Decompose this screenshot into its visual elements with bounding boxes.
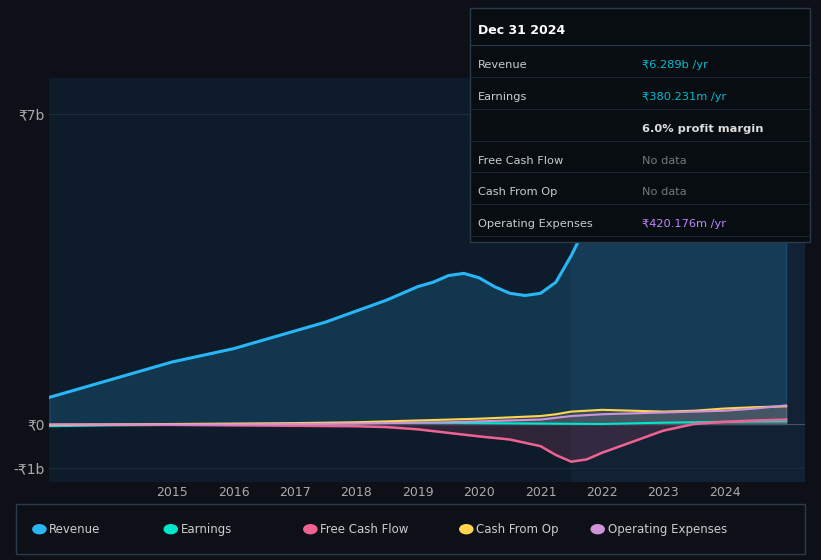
- Text: Revenue: Revenue: [478, 60, 527, 70]
- Text: ₹420.176m /yr: ₹420.176m /yr: [642, 220, 726, 230]
- Text: Operating Expenses: Operating Expenses: [608, 522, 727, 536]
- Text: Cash From Op: Cash From Op: [476, 522, 558, 536]
- Text: Operating Expenses: Operating Expenses: [478, 220, 593, 230]
- Text: No data: No data: [642, 156, 686, 166]
- Text: Free Cash Flow: Free Cash Flow: [320, 522, 409, 536]
- Text: 6.0% profit margin: 6.0% profit margin: [642, 124, 764, 134]
- Text: ₹380.231m /yr: ₹380.231m /yr: [642, 92, 727, 102]
- Text: ₹6.289b /yr: ₹6.289b /yr: [642, 60, 708, 70]
- Text: Free Cash Flow: Free Cash Flow: [478, 156, 563, 166]
- Text: Earnings: Earnings: [181, 522, 232, 536]
- Text: Earnings: Earnings: [478, 92, 527, 102]
- Text: No data: No data: [642, 188, 686, 198]
- Text: Dec 31 2024: Dec 31 2024: [478, 24, 565, 36]
- Text: Revenue: Revenue: [49, 522, 101, 536]
- Bar: [571, 78, 805, 482]
- Text: Cash From Op: Cash From Op: [478, 188, 557, 198]
